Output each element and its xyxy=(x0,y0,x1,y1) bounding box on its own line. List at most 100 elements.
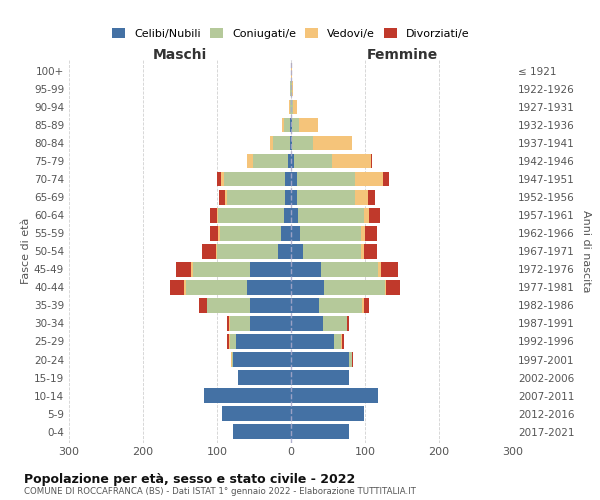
Bar xyxy=(362,298,364,313)
Bar xyxy=(233,352,291,367)
Bar xyxy=(298,208,364,222)
Bar xyxy=(217,172,221,186)
Bar xyxy=(227,190,285,204)
Bar xyxy=(227,334,229,349)
Bar xyxy=(284,118,290,132)
Bar xyxy=(209,226,218,240)
Bar xyxy=(291,118,292,132)
Bar xyxy=(191,262,193,276)
Bar xyxy=(225,190,227,204)
Bar xyxy=(291,370,349,385)
Bar xyxy=(291,172,297,186)
Bar xyxy=(208,298,250,313)
Bar xyxy=(291,262,320,276)
Text: Popolazione per età, sesso e stato civile - 2022: Popolazione per età, sesso e stato civil… xyxy=(24,472,355,486)
Bar xyxy=(383,172,389,186)
Bar xyxy=(291,190,297,204)
Bar xyxy=(332,154,371,168)
Bar xyxy=(202,244,215,258)
Bar xyxy=(184,280,186,294)
Bar xyxy=(291,226,300,240)
Bar xyxy=(227,316,229,331)
Bar xyxy=(361,226,365,240)
Bar xyxy=(352,352,353,367)
Bar xyxy=(291,82,292,96)
Bar xyxy=(319,298,362,313)
Bar xyxy=(291,154,294,168)
Bar xyxy=(229,316,230,331)
Bar xyxy=(232,352,233,367)
Bar xyxy=(230,334,235,349)
Bar xyxy=(170,280,184,294)
Bar xyxy=(229,334,230,349)
Bar xyxy=(291,352,349,367)
Bar xyxy=(334,334,341,349)
Bar xyxy=(291,136,292,150)
Bar xyxy=(323,316,347,331)
Bar xyxy=(290,100,291,114)
Bar xyxy=(281,226,291,240)
Text: Femmine: Femmine xyxy=(367,48,437,62)
Bar xyxy=(289,100,290,114)
Bar xyxy=(284,208,291,222)
Bar xyxy=(203,388,291,403)
Bar xyxy=(290,82,291,96)
Text: COMUNE DI ROCCAFRANCA (BS) - Dati ISTAT 1° gennaio 2022 - Elaborazione TUTTITALI: COMUNE DI ROCCAFRANCA (BS) - Dati ISTAT … xyxy=(24,488,416,496)
Bar xyxy=(209,208,217,222)
Bar xyxy=(176,262,191,276)
Bar xyxy=(370,208,380,222)
Bar xyxy=(282,118,284,132)
Bar xyxy=(292,118,299,132)
Bar xyxy=(290,118,291,132)
Bar xyxy=(291,388,379,403)
Bar xyxy=(347,316,349,331)
Bar xyxy=(291,64,292,78)
Bar xyxy=(253,154,288,168)
Bar xyxy=(386,280,400,294)
Text: Maschi: Maschi xyxy=(153,48,207,62)
Bar xyxy=(364,298,370,313)
Bar xyxy=(297,172,355,186)
Y-axis label: Anni di nascita: Anni di nascita xyxy=(581,210,591,292)
Bar xyxy=(220,226,281,240)
Legend: Celibi/Nubili, Coniugati/e, Vedovi/e, Divorziati/e: Celibi/Nubili, Coniugati/e, Vedovi/e, Di… xyxy=(108,24,474,43)
Bar xyxy=(355,172,383,186)
Bar xyxy=(355,190,368,204)
Bar xyxy=(303,244,361,258)
Bar xyxy=(291,424,349,439)
Bar xyxy=(269,136,273,150)
Bar xyxy=(217,244,278,258)
Bar xyxy=(233,424,291,439)
Bar xyxy=(215,244,217,258)
Bar xyxy=(235,334,291,349)
Bar xyxy=(320,262,379,276)
Bar xyxy=(230,316,250,331)
Bar xyxy=(206,298,208,313)
Bar xyxy=(224,172,285,186)
Bar xyxy=(299,118,317,132)
Bar xyxy=(291,406,364,421)
Bar xyxy=(291,298,319,313)
Bar xyxy=(349,352,352,367)
Bar xyxy=(250,262,291,276)
Bar xyxy=(342,334,344,349)
Bar xyxy=(285,190,291,204)
Bar xyxy=(247,154,253,168)
Bar xyxy=(291,334,334,349)
Bar xyxy=(186,280,247,294)
Bar xyxy=(250,298,291,313)
Bar xyxy=(368,190,376,204)
Bar xyxy=(379,262,381,276)
Bar xyxy=(291,244,303,258)
Bar xyxy=(285,172,291,186)
Bar xyxy=(381,262,398,276)
Bar xyxy=(193,262,250,276)
Bar xyxy=(218,208,284,222)
Bar xyxy=(293,100,297,114)
Bar xyxy=(300,226,361,240)
Bar xyxy=(292,82,293,96)
Bar xyxy=(361,244,364,258)
Bar xyxy=(218,226,220,240)
Bar xyxy=(278,244,291,258)
Bar xyxy=(222,406,291,421)
